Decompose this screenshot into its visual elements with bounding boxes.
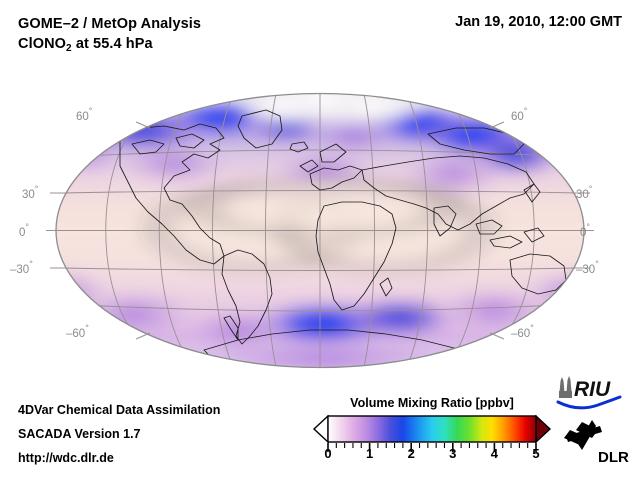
- axis-ticks: [46, 121, 594, 340]
- footer-line-method: 4DVar Chemical Data Assimilation: [18, 403, 221, 417]
- map-panel: 60° 30° 0° –30° –60° 60° 30° 0° –30° –60…: [10, 78, 616, 383]
- colorbar-tick-label: 2: [407, 446, 415, 461]
- colorbar-ticks: [327, 443, 537, 452]
- colorbar-scale: [312, 415, 552, 452]
- lat-label-left-30n: 30°: [22, 184, 39, 201]
- lat-label-right-30s: –30°: [576, 259, 599, 276]
- logo-group: RIU DLR: [556, 376, 629, 466]
- lat-label-right-60s: –60°: [511, 323, 534, 340]
- riu-swoosh-icon: [556, 395, 622, 410]
- colorbar-tick-label: 0: [324, 446, 332, 461]
- colorbar-bar: [327, 415, 537, 443]
- riu-wordmark: RIU: [574, 378, 611, 401]
- colorbar-extend-high: [535, 415, 552, 444]
- colorbar-tick-label: 3: [449, 446, 457, 461]
- lat-label-right-0: 0°: [580, 222, 591, 239]
- degree-icon: °: [29, 259, 33, 269]
- degree-icon: °: [88, 106, 93, 116]
- riu-logo: RIU: [556, 376, 622, 410]
- pressure-level: at 55.4 hPa: [71, 36, 153, 52]
- degree-icon: °: [34, 184, 39, 194]
- lat-label-left-60s: –60°: [66, 323, 89, 340]
- colorbar-tick-label: 1: [365, 446, 374, 461]
- colorbar-extend-low: [312, 415, 329, 444]
- page-title: GOME–2 / MetOp Analysis: [18, 16, 202, 32]
- timestamp: Jan 19, 2010, 12:00 GMT: [455, 14, 622, 30]
- dlr-mark-icon: [564, 420, 602, 450]
- degree-icon: °: [25, 222, 30, 232]
- degree-icon: °: [588, 184, 593, 194]
- dlr-wordmark: DLR: [598, 449, 629, 466]
- figure-title-block: GOME–2 / MetOp Analysis ClONO2 at 55.4 h…: [18, 14, 201, 56]
- lat-label-right-30n: 30°: [576, 184, 593, 201]
- species-subscript: 2: [66, 43, 72, 54]
- coastlines: [119, 109, 584, 368]
- dlr-logo: DLR: [564, 420, 629, 466]
- lat-label-left-60n: 60°: [76, 106, 93, 123]
- colorbar: Volume Mixing Ratio [ppbv] 0 1 2 3 4 5: [312, 396, 552, 474]
- lat-label-left-30s: –30°: [10, 259, 33, 276]
- cathedral-icon: [559, 376, 572, 398]
- degree-icon: °: [85, 323, 89, 333]
- degree-icon: °: [530, 323, 534, 333]
- degree-icon: °: [586, 222, 591, 232]
- degree-icon: °: [595, 259, 599, 269]
- world-map: [46, 92, 594, 369]
- lat-label-right-60n: 60°: [511, 106, 528, 123]
- lat-label-left-0: 0°: [19, 222, 30, 239]
- species-name: ClONO: [18, 36, 67, 52]
- colorbar-tick-label: 5: [532, 446, 540, 461]
- colorbar-title: Volume Mixing Ratio [ppbv]: [350, 396, 514, 410]
- footer-line-url[interactable]: http://wdc.dlr.de: [18, 451, 114, 465]
- species-title: ClONO2 at 55.4 hPa: [18, 34, 201, 56]
- footer-line-version: SACADA Version 1.7: [18, 427, 141, 441]
- colorbar-tick-label: 4: [490, 446, 499, 461]
- degree-icon: °: [523, 106, 528, 116]
